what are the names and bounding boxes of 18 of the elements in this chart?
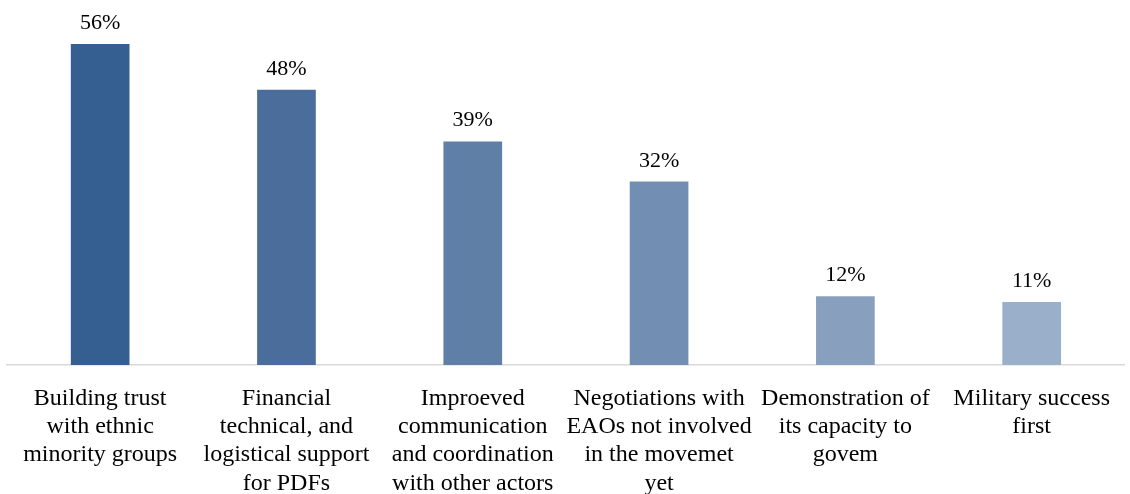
data-label: 48% <box>266 54 307 80</box>
bar <box>443 141 503 365</box>
x-tick-label: Improeved communication and coordination with other actors <box>391 384 554 494</box>
x-tick-label: Financial technical, and logistical support for PDFs <box>203 384 370 494</box>
bar <box>257 89 316 365</box>
data-label: 32% <box>638 146 680 172</box>
x-tick-label: Negotiations with EAOs not involved in the movemet yet <box>566 384 752 494</box>
x-tick-label: Building trust with ethnic minority groups <box>23 384 178 467</box>
data-label: 11% <box>1011 266 1052 292</box>
x-tick-label: Demonstration of its capacity to govem <box>761 384 930 467</box>
x-tick-label: Military success first <box>953 384 1110 439</box>
data-label: 56% <box>79 8 121 34</box>
bar <box>629 181 689 365</box>
bar <box>70 43 130 365</box>
bar <box>1002 301 1062 365</box>
data-label: 39% <box>452 106 493 132</box>
data-label: 12% <box>825 261 866 287</box>
bar <box>816 296 875 365</box>
